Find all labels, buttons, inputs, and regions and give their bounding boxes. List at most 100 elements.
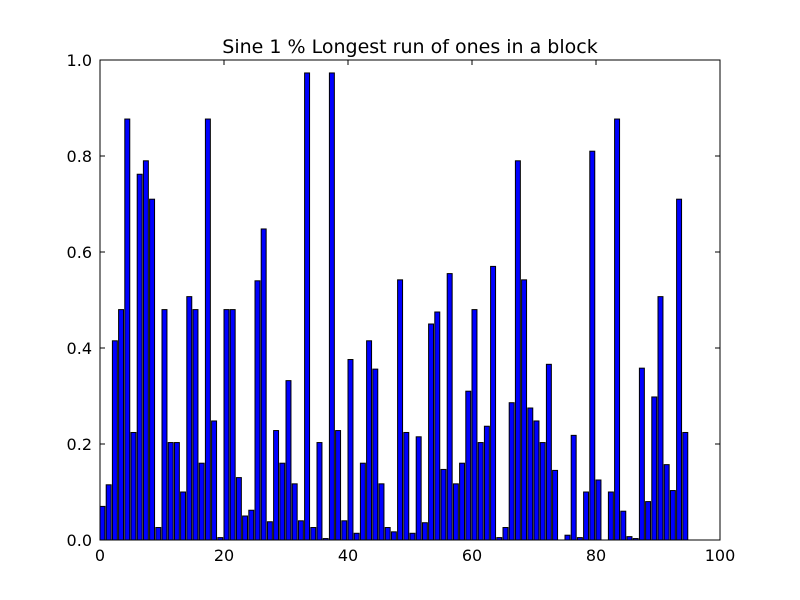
bar xyxy=(521,279,528,541)
bar xyxy=(304,72,311,541)
axes-frame xyxy=(99,59,721,541)
x-tick-label: 20 xyxy=(214,546,234,565)
bar xyxy=(583,491,590,541)
bar xyxy=(384,527,391,541)
bar xyxy=(645,501,652,541)
bar xyxy=(452,483,459,541)
bar xyxy=(204,118,211,541)
bar xyxy=(378,483,385,541)
bar xyxy=(428,323,435,541)
bar xyxy=(465,390,472,541)
bar xyxy=(403,431,410,541)
bar xyxy=(347,359,354,541)
bar xyxy=(273,430,280,541)
bar xyxy=(434,311,441,541)
bar xyxy=(229,309,236,541)
bar xyxy=(415,436,422,541)
bar xyxy=(366,340,373,541)
bar xyxy=(483,425,490,541)
bar xyxy=(514,160,521,541)
y-tick-label: 0.4 xyxy=(67,339,92,358)
bar xyxy=(552,469,559,541)
bar xyxy=(539,442,546,541)
bar xyxy=(242,515,249,541)
y-tick-label: 0.2 xyxy=(67,435,92,454)
bar xyxy=(291,483,298,541)
bar xyxy=(595,479,602,541)
bar xyxy=(335,430,342,541)
bar xyxy=(626,536,633,541)
chart-title: Sine 1 % Longest run of ones in a block xyxy=(222,36,597,58)
bar xyxy=(198,462,205,541)
bar xyxy=(285,380,292,541)
y-tick-label: 0.0 xyxy=(67,531,92,550)
bar xyxy=(471,309,478,541)
bar xyxy=(545,363,552,541)
bar xyxy=(266,521,273,541)
bar xyxy=(310,527,317,541)
bar xyxy=(142,160,149,541)
bar xyxy=(527,407,534,541)
bar xyxy=(130,431,137,541)
x-tick-label: 100 xyxy=(705,546,736,565)
bar xyxy=(440,468,447,541)
bar xyxy=(446,273,453,541)
bar xyxy=(477,442,484,541)
bar xyxy=(136,173,143,541)
bar xyxy=(186,296,193,541)
bar xyxy=(149,198,156,541)
bar xyxy=(459,462,466,541)
bar xyxy=(620,510,627,541)
bar xyxy=(564,534,571,541)
bar xyxy=(651,396,658,541)
y-axis: 0.0 0.2 0.4 0.6 0.8 1.0 xyxy=(67,51,720,550)
bar xyxy=(260,228,267,541)
bar xyxy=(254,280,261,541)
bar xyxy=(421,522,428,541)
bar xyxy=(124,118,131,541)
bars-group xyxy=(99,72,689,541)
x-tick-label: 40 xyxy=(338,546,358,565)
bar xyxy=(328,72,335,541)
bar xyxy=(167,442,174,541)
bar xyxy=(390,531,397,541)
bar xyxy=(248,509,255,541)
bar xyxy=(676,198,683,541)
bar xyxy=(409,532,416,541)
bar xyxy=(372,368,379,541)
bar xyxy=(669,490,676,541)
bar xyxy=(192,309,199,541)
bar xyxy=(570,434,577,541)
bar xyxy=(105,484,112,541)
bar xyxy=(235,477,242,541)
bar xyxy=(297,520,304,541)
bar xyxy=(589,150,596,541)
bar xyxy=(99,505,106,541)
bar xyxy=(111,340,118,541)
y-tick-label: 0.8 xyxy=(67,147,92,166)
bar xyxy=(397,279,404,541)
x-tick-label: 60 xyxy=(462,546,482,565)
bar xyxy=(316,442,323,541)
bar xyxy=(161,309,168,541)
bar xyxy=(663,464,670,541)
y-tick-label: 0.6 xyxy=(67,243,92,262)
x-axis: 0 20 40 60 80 100 xyxy=(95,60,735,565)
bar xyxy=(173,442,180,541)
bar xyxy=(533,420,540,541)
bar xyxy=(341,520,348,541)
bar xyxy=(359,462,366,541)
bar xyxy=(155,527,162,541)
bar xyxy=(638,367,645,541)
x-tick-label: 80 xyxy=(586,546,606,565)
bar xyxy=(607,491,614,541)
bar xyxy=(223,309,230,541)
bar xyxy=(279,462,286,541)
bar xyxy=(180,491,187,541)
bar xyxy=(118,309,125,541)
bar xyxy=(490,265,497,541)
bar xyxy=(682,431,689,541)
x-tick-label: 0 xyxy=(95,546,105,565)
bar xyxy=(502,527,509,541)
